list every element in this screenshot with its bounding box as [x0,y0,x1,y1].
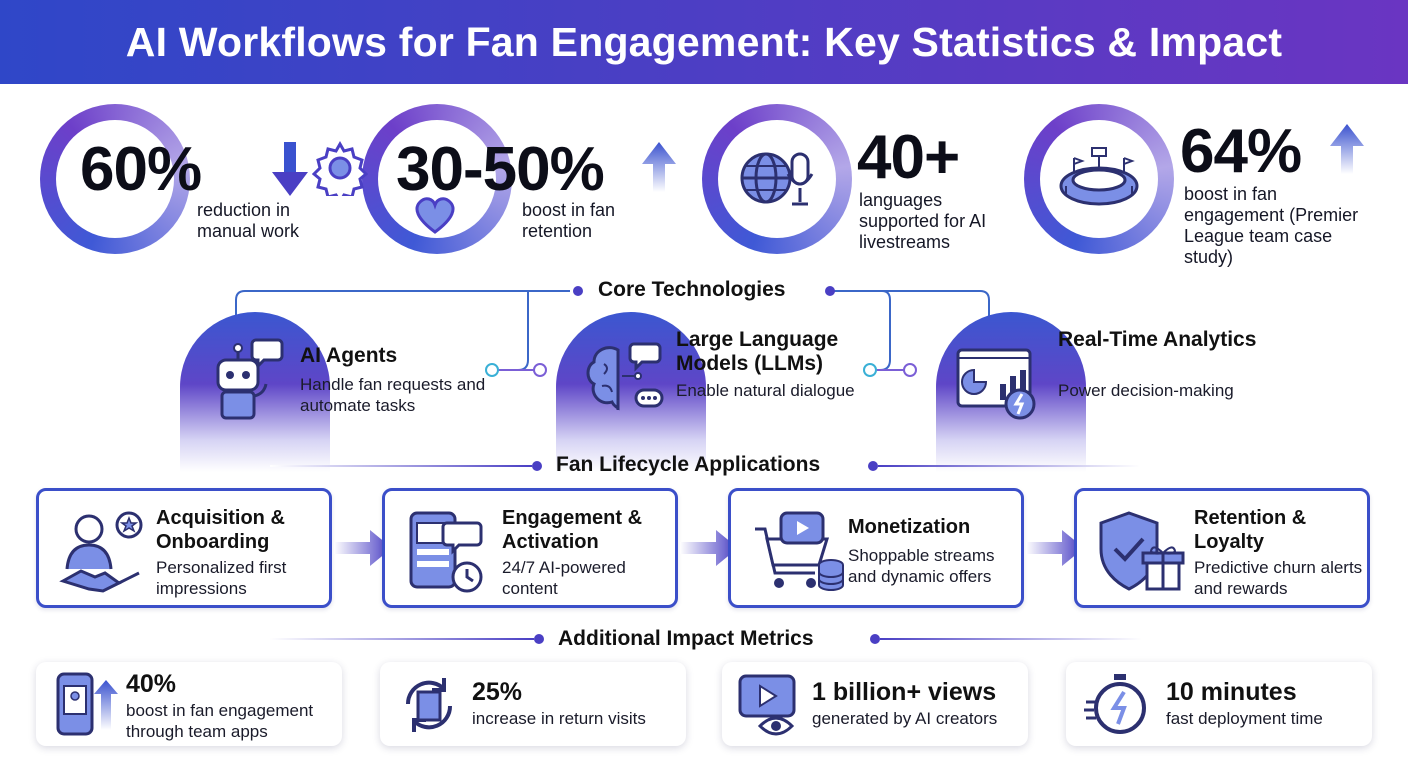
app-card-monetization: Monetization Shoppable streams and dynam… [728,488,1024,608]
app-card-retention: Retention & Loyalty Predictive churn ale… [1074,488,1370,608]
arrow-up-icon [1330,124,1364,174]
divider-dot [534,634,544,644]
app-description: Personalized first impressions [156,558,287,598]
phone-chat-icon [409,511,483,593]
stat-premier-league: 64% boost in fan engagement (Premier Lea… [1024,104,1374,267]
stadium-icon [1059,147,1139,206]
flow-arrow-icon [334,530,392,566]
tech-title: Real-Time Analytics [1058,328,1257,351]
metric-description: fast deployment time [1166,709,1323,728]
divider-line [880,638,1142,640]
app-title: Engagement & Activation [502,507,643,553]
app-title: Monetization [848,516,971,538]
phone-up-icon [56,672,118,736]
metric-card-deployment: 10 minutes fast deployment time [1066,662,1372,746]
stat-value: 30-50% [396,135,605,204]
tech-description: Enable natural dialogue [676,381,855,400]
tech-title: AI Agents [300,344,398,367]
dashboard-icon [956,348,1036,420]
video-eye-icon [738,674,796,736]
metric-description: boost in fan engagement through team app… [126,701,314,741]
page-title: AI Workflows for Fan Engagement: Key Sta… [125,18,1283,65]
app-card-engagement: Engagement & Activation 24/7 AI-powered … [382,488,678,608]
core-connector-lines [235,286,990,377]
stat-description: boost in fan engagement (Premier League … [1184,184,1359,267]
metric-card-ai-creators: 1 billion+ views generated by AI creator… [722,662,1028,746]
metric-value: 10 minutes [1166,678,1297,706]
tech-description: Handle fan requests and automate tasks [300,375,486,415]
divider-dot [870,634,880,644]
additional-metrics-heading: Additional Impact Metrics [558,627,814,650]
metric-description: increase in return visits [472,709,646,728]
divider-line [270,465,532,467]
page-header: AI Workflows for Fan Engagement: Key Sta… [0,0,1408,84]
stat-description: boost in fan retention [522,200,616,241]
divider-dot [868,461,878,471]
arrow-down-icon [272,142,308,196]
app-description: 24/7 AI-powered content [502,558,626,598]
tech-title: Large Language Models (LLMs) [676,328,839,375]
globe-microphone-icon [740,152,814,206]
divider-line [270,638,534,640]
app-description: Predictive churn alerts and rewards [1194,558,1363,598]
shield-gift-icon [1099,511,1185,591]
tech-description: Power decision-making [1058,381,1234,400]
stat-description: reduction in manual work [197,200,300,241]
metric-value: 40% [126,670,177,698]
cart-video-icon [755,511,844,591]
arrow-up-icon [642,142,676,192]
tech-pillar-analytics [936,312,1086,472]
stat-fan-retention: 30-50% boost in fan retention [362,104,682,254]
tech-pillar-ai-agents [180,312,330,472]
app-description: Shoppable streams and dynamic offers [848,546,995,586]
app-title: Retention & Loyalty [1194,507,1307,553]
divider-dot [532,461,542,471]
divider-line [878,465,1140,467]
app-title: Acquisition & Onboarding [156,507,285,553]
robot-icon [216,338,284,420]
metric-value: 25% [472,678,523,706]
stat-value: 64% [1180,117,1302,186]
heart-icon [415,197,455,234]
flow-arrow-icon [1026,530,1084,566]
stopwatch-icon [1084,674,1146,734]
flow-arrow-icon [680,530,738,566]
stat-value: 40+ [857,123,960,192]
brain-chat-icon [586,342,664,411]
metric-card-return-visits: 25% increase in return visits [380,662,686,746]
handshake-icon [59,511,143,593]
app-card-acquisition: Acquisition & Onboarding Personalized fi… [36,488,332,608]
metric-card-team-apps: 40% boost in fan engagement through team… [36,662,342,746]
stat-ring [40,104,190,254]
tech-pillar-llms [556,312,706,472]
metric-value: 1 billion+ views [812,678,997,706]
return-door-icon [405,678,453,732]
stat-languages: 40+ languages supported for AI livestrea… [702,104,1022,254]
fan-lifecycle-heading: Fan Lifecycle Applications [556,453,821,476]
stat-manual-work: 60% reduction in manual work [40,104,368,254]
gear-icon [312,140,368,196]
stat-value: 60% [80,135,202,204]
core-technologies-heading: Core Technologies [598,278,786,301]
metric-description: generated by AI creators [812,709,998,728]
stat-description: languages supported for AI livestreams [859,190,987,252]
